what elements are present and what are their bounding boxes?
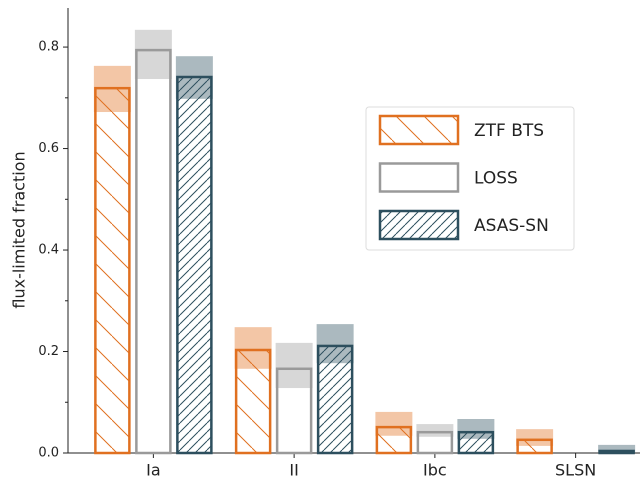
y-tick-label: 0.2 bbox=[38, 344, 59, 359]
bar bbox=[416, 430, 454, 455]
legend: ZTF BTS LOSS ASAS-SN bbox=[365, 106, 575, 251]
bar bbox=[275, 367, 313, 455]
bar bbox=[176, 75, 213, 455]
y-axis-label: flux-limited fraction bbox=[10, 151, 29, 308]
x-tick-label: Ia bbox=[146, 461, 161, 480]
error-band bbox=[375, 411, 413, 436]
error-band bbox=[134, 29, 172, 80]
legend-swatch bbox=[378, 114, 460, 146]
bar bbox=[234, 348, 272, 455]
legend-swatch bbox=[378, 162, 460, 193]
error-band bbox=[175, 56, 213, 99]
bar bbox=[375, 425, 413, 455]
bar bbox=[135, 48, 172, 455]
bar bbox=[457, 430, 495, 455]
y-tick-label: 0.4 bbox=[38, 243, 59, 258]
bar bbox=[316, 344, 354, 455]
error-band bbox=[416, 424, 454, 437]
error-band bbox=[457, 419, 495, 439]
x-tick-label: II bbox=[289, 461, 298, 480]
bar bbox=[516, 438, 553, 455]
error-band bbox=[516, 429, 554, 446]
error-band bbox=[275, 342, 313, 389]
y-tick-label: 0.6 bbox=[38, 141, 59, 156]
y-tick-label: 0.8 bbox=[38, 40, 59, 55]
legend-label: ASAS-SN bbox=[474, 216, 549, 236]
y-tick-label: 0.0 bbox=[38, 446, 59, 461]
x-tick-label: Ibc bbox=[423, 461, 447, 480]
error-band bbox=[93, 65, 131, 113]
error-band bbox=[234, 327, 272, 369]
legend-label: ZTF BTS bbox=[474, 121, 544, 141]
bar bbox=[94, 86, 131, 455]
legend-swatch bbox=[378, 209, 460, 241]
x-tick-label: SLSN bbox=[555, 461, 596, 480]
bar bbox=[598, 449, 635, 455]
error-band bbox=[316, 324, 354, 364]
error-band bbox=[598, 444, 636, 453]
legend-label: LOSS bbox=[474, 169, 518, 189]
